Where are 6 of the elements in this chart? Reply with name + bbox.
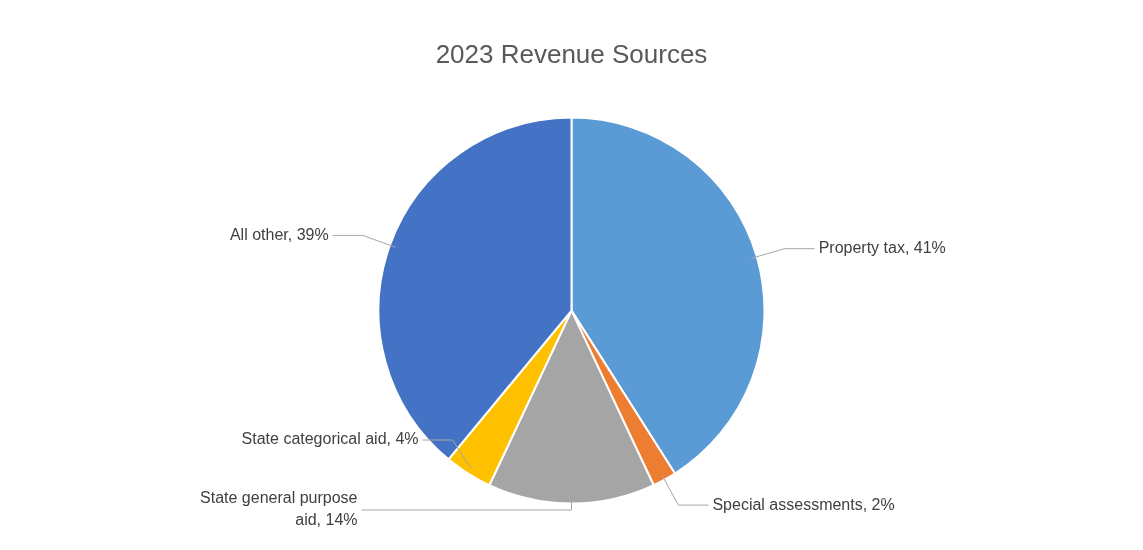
slice-label: Special assessments, 2% (712, 495, 895, 513)
slice-label: All other, 39% (229, 225, 329, 243)
slice-label: Property tax, 41% (818, 239, 946, 257)
slice-label: State general purpose aid, 14% (200, 489, 358, 529)
slice-label: State categorical aid, 4% (241, 430, 419, 448)
chart-title: 2023 Revenue Sources (435, 38, 708, 69)
